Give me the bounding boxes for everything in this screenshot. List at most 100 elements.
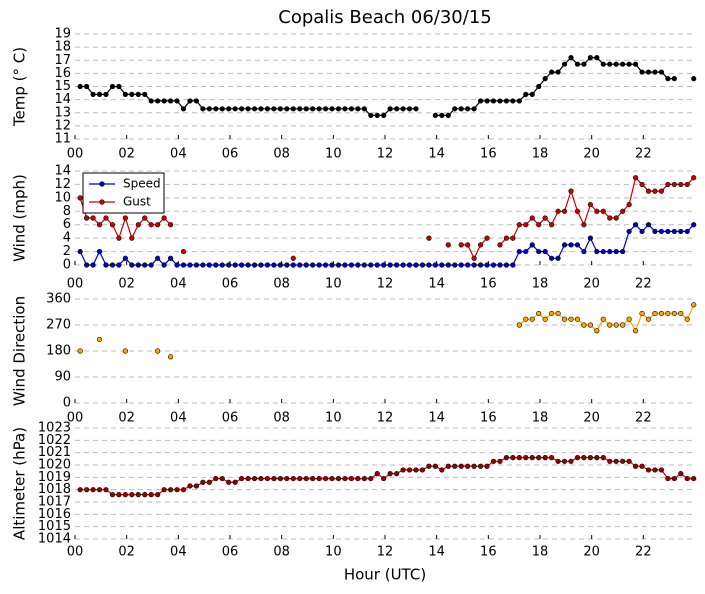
y-tick-label: 1016: [38, 507, 71, 522]
data-point: [439, 467, 445, 473]
x-tick-label: 00: [67, 277, 84, 292]
data-point: [148, 98, 154, 104]
data-point: [471, 106, 477, 112]
data-point: [116, 492, 122, 498]
data-point: [348, 475, 355, 482]
data-point: [284, 106, 290, 112]
data-point: [303, 106, 309, 112]
data-point: [122, 215, 128, 221]
data-point: [484, 98, 490, 104]
data-point: [109, 222, 116, 228]
data-point: [516, 455, 522, 461]
data-point: [251, 262, 258, 268]
data-point: [174, 98, 180, 104]
data-point: [574, 242, 581, 248]
data-point: [581, 248, 587, 255]
data-point: [568, 316, 574, 322]
data-point: [555, 208, 561, 214]
data-point: [555, 310, 561, 317]
data-point: [413, 467, 419, 473]
data-point: [167, 487, 174, 493]
data-point: [645, 316, 652, 322]
data-point: [600, 61, 606, 67]
data-point: [665, 475, 671, 482]
y-tick-label: 2: [63, 244, 71, 259]
data-point: [503, 235, 510, 241]
data-point: [90, 91, 96, 97]
y-tick-label: 17: [54, 53, 71, 68]
chart-title: Copalis Beach 06/30/15: [278, 7, 491, 28]
data-point: [529, 242, 535, 248]
data-point: [445, 463, 451, 469]
data-point: [568, 188, 574, 194]
x-tick-label: 14: [428, 147, 445, 162]
data-point: [394, 471, 400, 477]
y-tick-label: 90: [54, 370, 71, 385]
data-point: [381, 112, 387, 118]
data-point: [561, 316, 568, 322]
data-point: [406, 262, 413, 268]
data-point: [665, 310, 671, 317]
data-point: [561, 61, 568, 67]
data-point: [116, 262, 122, 268]
data-point: [490, 262, 497, 268]
y-tick-label: 1019: [38, 470, 71, 485]
y-tick-label: 18: [54, 40, 71, 55]
y-tick-label: 1017: [38, 495, 71, 510]
x-tick-label: 08: [273, 545, 290, 560]
x-tick-label: 18: [532, 411, 549, 426]
data-point: [258, 262, 264, 268]
data-point: [581, 455, 587, 461]
data-point: [129, 492, 135, 498]
data-point: [368, 475, 374, 482]
data-point: [587, 322, 593, 328]
data-point: [213, 262, 219, 268]
data-point: [439, 262, 445, 268]
data-point: [206, 262, 212, 268]
data-point: [322, 262, 329, 268]
data-point: [465, 463, 471, 469]
x-tick-label: 00: [67, 545, 84, 560]
data-point: [510, 455, 516, 461]
y-tick-label: 15: [54, 79, 71, 94]
data-point: [155, 98, 161, 104]
data-point: [671, 76, 677, 82]
data-point: [652, 467, 658, 473]
data-point: [322, 106, 329, 112]
data-point: [536, 83, 542, 90]
x-tick-label: 04: [170, 277, 187, 292]
x-tick-label: 22: [635, 411, 652, 426]
data-point: [639, 310, 645, 317]
data-point: [645, 69, 652, 75]
y-tick-label: 0: [63, 396, 71, 411]
data-point: [142, 215, 148, 221]
y-axis-label: Temp (° C): [11, 47, 29, 127]
y-tick-label: 0: [63, 258, 71, 273]
x-tick-label: 08: [273, 147, 290, 162]
data-point: [691, 475, 697, 482]
data-point: [329, 262, 335, 268]
data-point: [342, 262, 348, 268]
data-point: [361, 106, 367, 112]
data-point: [219, 475, 225, 482]
data-point: [155, 348, 161, 354]
data-point: [600, 208, 606, 214]
data-point: [490, 98, 497, 104]
data-point: [477, 98, 484, 104]
data-point: [529, 215, 535, 221]
data-point: [691, 222, 697, 228]
data-point: [607, 458, 613, 464]
x-tick-label: 12: [377, 147, 394, 162]
data-point: [658, 228, 665, 235]
data-point: [167, 255, 174, 261]
data-point: [574, 61, 581, 67]
data-point: [658, 69, 665, 75]
y-tick-label: 1015: [38, 519, 71, 534]
data-point: [135, 222, 141, 228]
y-axis-label: Altimeter (hPa): [11, 427, 29, 540]
data-point: [277, 106, 283, 112]
data-point: [626, 316, 632, 322]
data-point: [536, 310, 542, 317]
data-point: [477, 463, 484, 469]
data-point: [620, 61, 626, 67]
